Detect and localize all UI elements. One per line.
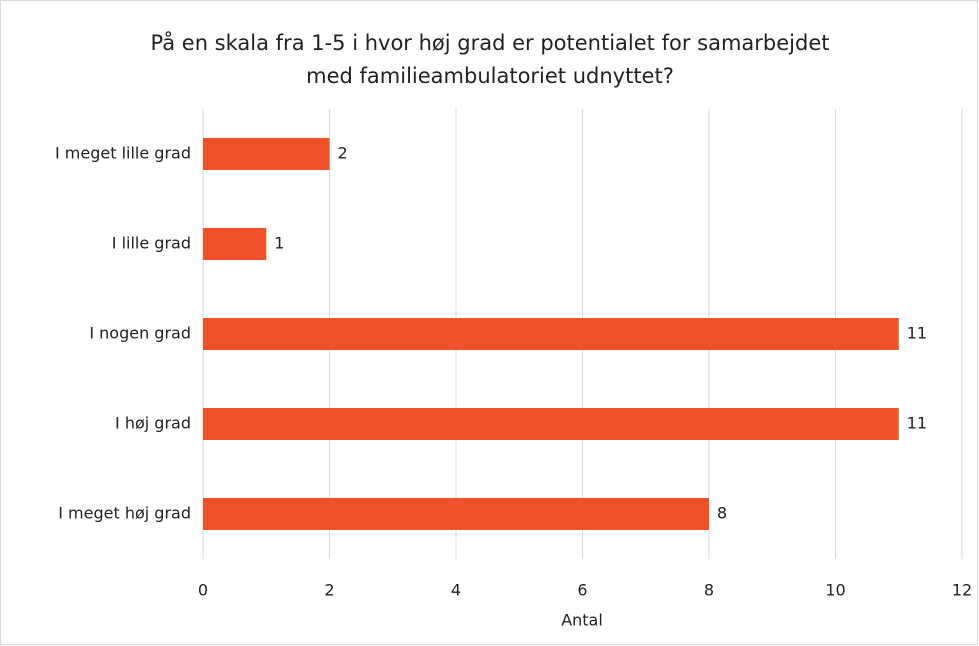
x-tick-label: 6 bbox=[577, 581, 587, 600]
bar bbox=[203, 228, 267, 260]
x-tick-label: 2 bbox=[324, 581, 334, 600]
x-tick-label: 12 bbox=[952, 581, 972, 600]
data-label: 11 bbox=[907, 414, 927, 433]
data-label: 11 bbox=[907, 324, 927, 343]
x-tick-label: 10 bbox=[825, 581, 845, 600]
bar bbox=[203, 408, 899, 440]
x-axis-title: Antal bbox=[561, 611, 603, 630]
chart-title: med familieambulatoriet udnyttet? bbox=[306, 64, 674, 88]
y-tick-label: I meget lille grad bbox=[55, 144, 191, 163]
data-label: 1 bbox=[274, 234, 284, 253]
bar bbox=[203, 318, 899, 350]
y-tick-label: I lille grad bbox=[112, 234, 191, 253]
data-label: 2 bbox=[338, 144, 348, 163]
chart-title: På en skala fra 1-5 i hvor høj grad er p… bbox=[151, 30, 830, 55]
y-tick-label: I nogen grad bbox=[89, 324, 191, 343]
y-tick-label: I meget høj grad bbox=[58, 504, 191, 523]
data-label: 8 bbox=[717, 504, 727, 523]
bar bbox=[203, 138, 330, 170]
x-tick-label: 8 bbox=[704, 581, 714, 600]
bar bbox=[203, 498, 709, 530]
x-tick-label: 0 bbox=[198, 581, 208, 600]
y-tick-label: I høj grad bbox=[115, 414, 191, 433]
x-tick-label: 4 bbox=[451, 581, 461, 600]
